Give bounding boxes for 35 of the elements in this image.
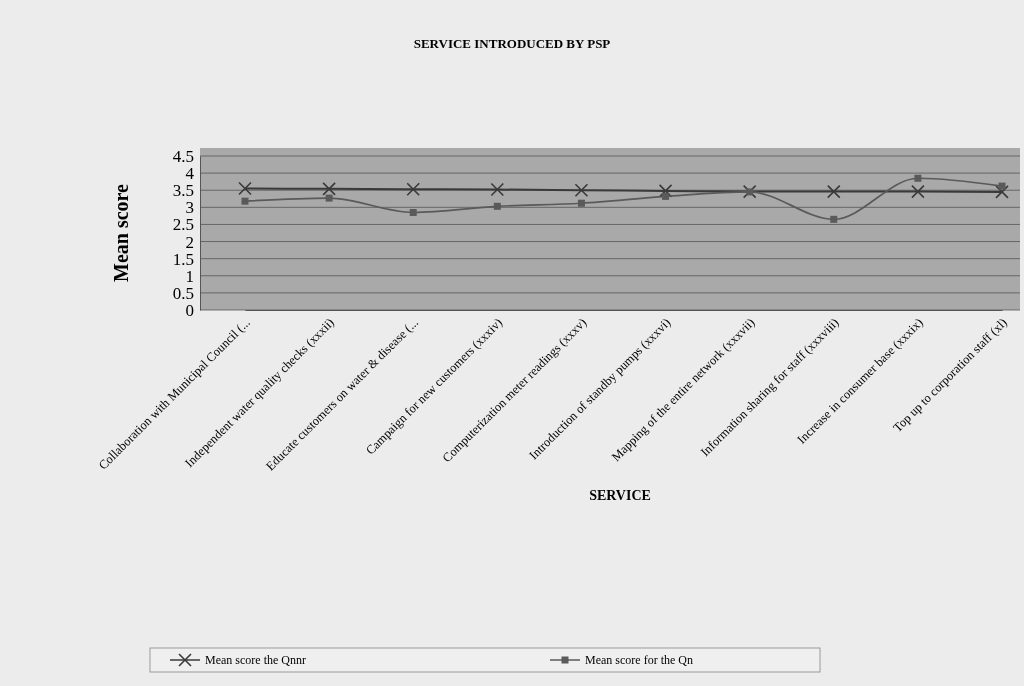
legend-label: Mean score the Qnnr [205,653,306,667]
point [826,184,841,199]
point [658,184,673,198]
point [746,188,754,196]
point [998,182,1006,190]
point [322,182,336,196]
y-tick-label: 2 [185,232,194,252]
y-tick-label: 0 [185,300,194,320]
point [995,185,1009,199]
point [662,192,670,200]
point [490,182,505,197]
y-tick-label: 4.5 [172,146,194,166]
point [830,215,838,223]
y-tick-label: 2.5 [172,215,194,235]
point [238,181,252,196]
point [406,182,421,196]
y-tick-label: 0.5 [172,283,194,303]
point [914,174,922,182]
chart-title: SERVICE INTRODUCED BY PSP [413,36,611,51]
point [409,208,417,216]
y-tick-label: 1.5 [172,249,194,269]
point [241,197,249,205]
y-tick-label: 4 [185,164,195,184]
point [493,202,501,210]
y-tick-label: 3 [185,198,194,218]
point [325,194,333,202]
y-tick-label: 3.5 [172,181,194,201]
point [574,183,589,198]
point [911,184,925,199]
point [742,184,757,199]
legend-label: Mean score for the Qn [585,653,693,667]
x-axis-title: SERVICE [589,488,651,503]
point [577,199,585,207]
y-tick-label: 1 [185,266,194,286]
y-axis-title: Mean score [110,183,132,282]
